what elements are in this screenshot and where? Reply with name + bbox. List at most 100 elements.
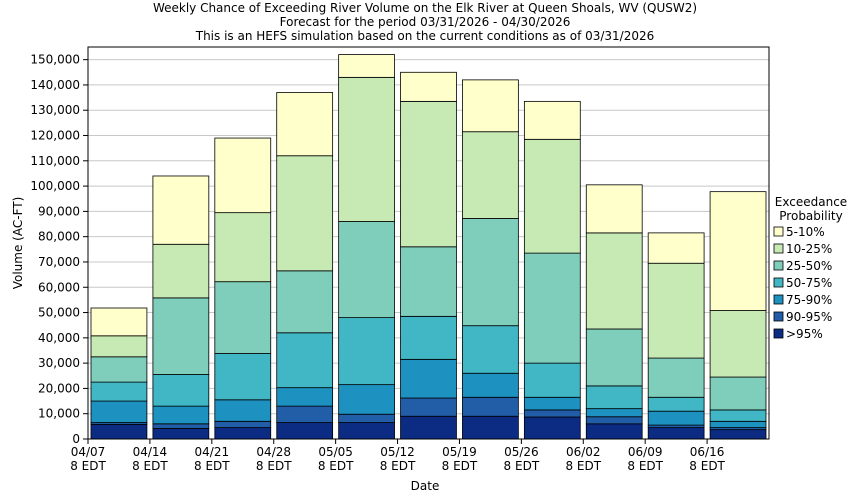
bar-segment-10-25% bbox=[276, 155, 334, 272]
y-tick-label: 70,000 bbox=[38, 255, 80, 269]
y-tick-label: 90,000 bbox=[38, 204, 80, 218]
bar-segment-50-75% bbox=[647, 396, 705, 412]
bar-segment-50-75% bbox=[523, 362, 581, 398]
y-tick-label: 50,000 bbox=[38, 306, 80, 320]
y-tick-label: 80,000 bbox=[38, 230, 80, 244]
x-tick-sublabel: 8 EDT bbox=[689, 459, 725, 473]
bar-segment-10-25% bbox=[647, 262, 705, 359]
bar-segment-90-95% bbox=[462, 396, 519, 417]
legend-label-75-90%: 75-90% bbox=[786, 293, 832, 307]
legend-label-5-10%: 5-10% bbox=[786, 225, 825, 239]
legend-label->95%: >95% bbox=[786, 327, 823, 341]
bar-segment-10-25% bbox=[462, 131, 519, 219]
x-tick-label: 06/02 bbox=[566, 445, 601, 459]
x-tick-sublabel: 8 EDT bbox=[318, 459, 354, 473]
bar-segment-10-25% bbox=[90, 335, 148, 358]
bar-segment->95% bbox=[276, 422, 334, 440]
bar-segment->95% bbox=[647, 427, 705, 440]
bar-segment-5-10% bbox=[152, 175, 210, 245]
y-tick-label: 40,000 bbox=[38, 331, 80, 345]
bar-segment-25-50% bbox=[400, 246, 457, 317]
bar-segment-75-90% bbox=[709, 420, 767, 429]
x-tick-sublabel: 8 EDT bbox=[504, 459, 540, 473]
title-line-3: This is an HEFS simulation based on the … bbox=[195, 29, 655, 43]
bar-segment-5-10% bbox=[585, 184, 643, 234]
bar-segment->95% bbox=[90, 423, 148, 440]
x-tick-sublabel: 8 EDT bbox=[132, 459, 168, 473]
y-tick-label: 130,000 bbox=[30, 103, 80, 117]
bar-segment-90-95% bbox=[400, 397, 457, 417]
bar-segment-90-95% bbox=[523, 409, 581, 418]
y-tick-label: 10,000 bbox=[38, 407, 80, 421]
bar-week-4 bbox=[276, 92, 334, 440]
title-line-2: Forecast for the period 03/31/2026 - 04/… bbox=[280, 15, 571, 29]
y-tick-label: 0 bbox=[72, 432, 80, 446]
bar-week-7 bbox=[462, 79, 519, 440]
bar-week-10 bbox=[647, 232, 705, 440]
x-tick-label: 04/28 bbox=[256, 445, 291, 459]
bar-week-9 bbox=[585, 184, 643, 440]
bar-segment->95% bbox=[709, 429, 767, 440]
bar-segment-25-50% bbox=[647, 357, 705, 398]
y-tick-label: 140,000 bbox=[30, 78, 80, 92]
bar-segment-50-75% bbox=[338, 317, 395, 386]
title-line-1: Weekly Chance of Exceeding River Volume … bbox=[153, 1, 697, 15]
bar-segment-25-50% bbox=[709, 376, 767, 411]
bar-segment-75-90% bbox=[338, 384, 395, 415]
bar-segment-5-10% bbox=[214, 137, 272, 214]
bar-segment-10-25% bbox=[214, 212, 272, 283]
bar-segment-25-50% bbox=[90, 356, 148, 383]
bar-segment-75-90% bbox=[152, 405, 210, 425]
bar-segment-25-50% bbox=[462, 218, 519, 327]
bar-week-3 bbox=[214, 137, 272, 440]
x-tick-sublabel: 8 EDT bbox=[442, 459, 478, 473]
bar-segment->95% bbox=[400, 415, 457, 440]
bar-segment-5-10% bbox=[400, 71, 457, 102]
bar-segment->95% bbox=[523, 416, 581, 440]
legend-label-90-95%: 90-95% bbox=[786, 310, 832, 324]
x-tick-sublabel: 8 EDT bbox=[194, 459, 230, 473]
x-axis-label: Date bbox=[411, 479, 440, 493]
y-tick-label: 120,000 bbox=[30, 129, 80, 143]
bar-segment-50-75% bbox=[709, 409, 767, 422]
y-tick-label: 150,000 bbox=[30, 53, 80, 67]
bar-segment-5-10% bbox=[338, 54, 395, 78]
legend-swatch->95% bbox=[773, 328, 784, 339]
bar-segment-90-95% bbox=[276, 405, 334, 423]
x-tick-label: 05/05 bbox=[318, 445, 353, 459]
legend-swatch-10-25% bbox=[773, 243, 784, 254]
bar-segment-25-50% bbox=[152, 297, 210, 375]
x-tick-label: 04/21 bbox=[195, 445, 230, 459]
y-tick-label: 30,000 bbox=[38, 356, 80, 370]
x-tick-sublabel: 8 EDT bbox=[256, 459, 292, 473]
bar-segment-50-75% bbox=[276, 332, 334, 389]
bar-segment->95% bbox=[462, 415, 519, 440]
x-tick-label: 04/14 bbox=[133, 445, 168, 459]
legend-swatch-25-50% bbox=[773, 260, 784, 271]
bar-segment-90-95% bbox=[338, 413, 395, 423]
y-tick-label: 110,000 bbox=[30, 154, 80, 168]
bar-segment-50-75% bbox=[585, 385, 643, 410]
bar-segment-90-95% bbox=[585, 416, 643, 425]
bar-segment-5-10% bbox=[647, 232, 705, 264]
bar-segment-50-75% bbox=[462, 325, 519, 374]
bar-segment-75-90% bbox=[523, 396, 581, 411]
bars bbox=[90, 54, 767, 440]
bar-segment-25-50% bbox=[523, 252, 581, 364]
bar-segment->95% bbox=[152, 427, 210, 440]
bar-segment-75-90% bbox=[585, 408, 643, 418]
x-tick-sublabel: 8 EDT bbox=[70, 459, 106, 473]
y-axis: 0 10,000 20,000 30,000 40,000 50,000 60,000 70,… bbox=[30, 53, 88, 446]
legend: Exceedance Probability 5-10% 10-25% 25-50%… bbox=[773, 195, 847, 341]
y-axis-label: Volume (AC-FT) bbox=[11, 197, 25, 290]
legend-swatch-5-10% bbox=[773, 226, 784, 237]
legend-title-line-1: Exceedance bbox=[775, 195, 847, 209]
bar-segment-25-50% bbox=[338, 221, 395, 319]
legend-swatch-90-95% bbox=[773, 311, 784, 322]
bar-segment-25-50% bbox=[214, 281, 272, 354]
x-tick-sublabel: 8 EDT bbox=[565, 459, 601, 473]
bar-segment-90-95% bbox=[152, 423, 210, 429]
bar-segment-50-75% bbox=[90, 381, 148, 402]
